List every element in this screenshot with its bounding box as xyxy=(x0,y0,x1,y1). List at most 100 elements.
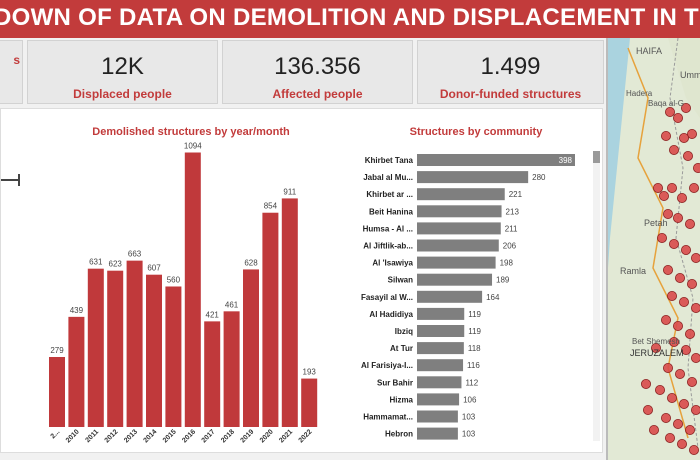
map-marker[interactable] xyxy=(661,314,672,325)
map-marker[interactable] xyxy=(675,272,686,283)
map-marker[interactable] xyxy=(691,253,700,263)
hbar-Silwan[interactable] xyxy=(417,273,493,286)
hbar-Al Hadidiya[interactable] xyxy=(417,307,465,320)
charts-panel: Demolished structures by year/month 279 2.… xyxy=(0,108,603,453)
map-marker[interactable] xyxy=(689,182,700,193)
map-marker[interactable] xyxy=(667,182,678,193)
map-marker[interactable] xyxy=(687,129,698,140)
map-marker[interactable] xyxy=(643,404,654,415)
bar-2011[interactable] xyxy=(87,268,104,427)
kpi-card-cropped[interactable]: s xyxy=(0,40,23,104)
map-marker[interactable] xyxy=(653,182,664,193)
map-marker[interactable] xyxy=(673,113,684,124)
map-marker[interactable] xyxy=(669,238,680,249)
bar-2021[interactable] xyxy=(281,198,298,427)
map-marker[interactable] xyxy=(673,418,684,429)
hbar-data-label: 164 xyxy=(486,293,500,302)
map-marker[interactable] xyxy=(651,342,662,353)
structures-by-community-chart: Structures by community Khirbet Tana 398 Ja… xyxy=(361,126,575,440)
map-marker[interactable] xyxy=(667,392,678,403)
hbar-Khirbet ar ...[interactable] xyxy=(417,188,505,201)
map-marker[interactable] xyxy=(669,145,680,156)
hbar-Hammamat...[interactable] xyxy=(417,410,458,423)
hbar-At Tur[interactable] xyxy=(417,342,464,355)
bar-tick-label: 2011 xyxy=(85,428,101,444)
bar-2010[interactable] xyxy=(68,316,85,427)
hbar-Hizma[interactable] xyxy=(417,393,460,406)
bar-2013[interactable] xyxy=(126,260,143,427)
map-marker[interactable] xyxy=(667,290,678,301)
map-marker[interactable] xyxy=(673,212,684,223)
scrollbar-thumb[interactable] xyxy=(593,151,600,163)
hbar-Fasayil al W...[interactable] xyxy=(417,290,483,303)
map-marker[interactable] xyxy=(681,344,692,355)
map-marker[interactable] xyxy=(689,444,700,455)
map-marker[interactable] xyxy=(685,424,696,435)
map-canvas[interactable]: HAIFA Umm Hadera Baqa al-G Petah Ramla B… xyxy=(608,38,700,460)
map-marker[interactable] xyxy=(675,368,686,379)
map-markers[interactable] xyxy=(641,103,700,455)
map-marker[interactable] xyxy=(661,131,672,142)
map-marker[interactable] xyxy=(691,303,700,313)
bar-2022[interactable] xyxy=(301,378,318,427)
kpi-card-displaced-people[interactable]: 12K Displaced people xyxy=(27,40,218,104)
map-marker[interactable] xyxy=(685,328,696,339)
hbar-Ibziq[interactable] xyxy=(417,325,465,337)
bar-tick-label: 2010 xyxy=(65,428,81,444)
map-marker[interactable] xyxy=(681,103,692,114)
hbar-Al 'Isawiya[interactable] xyxy=(417,256,496,269)
hbar-Sur Bahir[interactable] xyxy=(417,376,462,389)
map-marker[interactable] xyxy=(663,208,674,219)
map-panel[interactable]: HAIFA Umm Hadera Baqa al-G Petah Ramla B… xyxy=(606,38,700,460)
map-marker[interactable] xyxy=(681,244,692,255)
bar-data-label: 421 xyxy=(206,310,220,319)
bar-2012[interactable] xyxy=(107,270,124,427)
map-marker[interactable] xyxy=(641,378,652,389)
bar-2015[interactable] xyxy=(165,286,182,427)
bar-2019[interactable] xyxy=(243,269,259,427)
map-marker[interactable] xyxy=(663,264,674,275)
map-marker[interactable] xyxy=(657,232,668,243)
kpi-card-donor-funded-structures[interactable]: 1.499 Donor-funded structures xyxy=(417,40,604,104)
chart-scrollbar[interactable] xyxy=(593,151,600,441)
bar-2020[interactable] xyxy=(262,212,279,427)
bar-2018[interactable] xyxy=(223,311,240,427)
map-marker[interactable] xyxy=(679,296,690,307)
map-marker[interactable] xyxy=(661,412,672,423)
hbar-Beit Hanina[interactable] xyxy=(417,205,502,218)
bar-2017[interactable] xyxy=(204,321,221,427)
map-marker[interactable] xyxy=(693,163,700,173)
hbar-Al Jiftlik-ab...[interactable] xyxy=(417,239,499,252)
bar-tick-label: 2015 xyxy=(162,428,178,444)
bar-2...[interactable] xyxy=(49,356,65,427)
map-marker[interactable] xyxy=(663,362,674,373)
map-marker[interactable] xyxy=(665,432,676,443)
kpi-card-affected-people[interactable]: 136.356 Affected people xyxy=(222,40,413,104)
map-label-bet-shemesh: Bet Shemesh xyxy=(632,337,680,346)
map-marker[interactable] xyxy=(687,376,698,387)
land-area xyxy=(668,38,700,118)
map-marker[interactable] xyxy=(683,151,694,162)
map-marker[interactable] xyxy=(677,192,688,203)
map-marker[interactable] xyxy=(677,438,688,449)
map-marker[interactable] xyxy=(655,384,666,395)
map-marker[interactable] xyxy=(687,278,698,289)
map-marker[interactable] xyxy=(679,398,690,409)
hbar-Al Farisiya-I...[interactable] xyxy=(417,359,464,372)
map-marker[interactable] xyxy=(649,424,660,435)
hbar-Humsa - Al ...[interactable] xyxy=(417,222,501,235)
map-marker[interactable] xyxy=(665,107,676,118)
map-marker[interactable] xyxy=(691,353,700,363)
hbar-Hebron[interactable] xyxy=(417,427,458,440)
map-marker[interactable] xyxy=(673,320,684,331)
map-marker[interactable] xyxy=(669,336,680,347)
map-marker[interactable] xyxy=(659,190,670,201)
bar-2016[interactable] xyxy=(184,152,201,427)
hbar-Khirbet Tana[interactable] xyxy=(417,154,575,166)
map-marker[interactable] xyxy=(691,405,700,415)
range-slider-handle[interactable] xyxy=(1,174,20,186)
map-marker[interactable] xyxy=(679,133,690,144)
hbar-Jabal al Mu...[interactable] xyxy=(417,171,529,184)
map-marker[interactable] xyxy=(685,218,696,229)
bar-2014[interactable] xyxy=(146,274,162,427)
